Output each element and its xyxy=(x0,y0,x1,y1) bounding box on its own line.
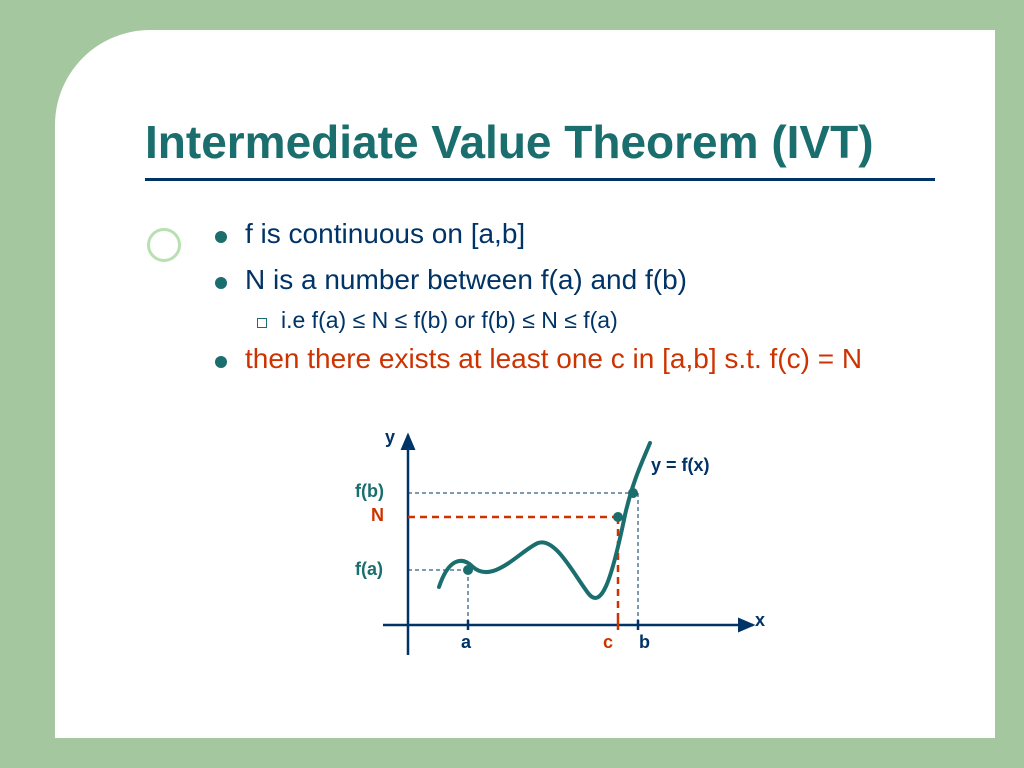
slide-card: Intermediate Value Theorem (IVT) f is co… xyxy=(55,30,995,738)
point-a xyxy=(463,565,473,575)
sub-bullet-text: i.e f(a) ≤ N ≤ f(b) or f(b) ≤ N ≤ f(a) xyxy=(281,307,618,334)
label-a: a xyxy=(461,632,471,653)
title-divider xyxy=(145,178,935,181)
list-item: f is continuous on [a,b] xyxy=(215,215,975,253)
bullet-text: N is a number between f(a) and f(b) xyxy=(245,261,687,299)
label-fx: y = f(x) xyxy=(651,455,710,476)
label-fa: f(a) xyxy=(355,559,383,580)
bullet-list: f is continuous on [a,b] N is a number b… xyxy=(215,215,975,385)
decorative-circle-icon xyxy=(147,228,181,262)
label-n: N xyxy=(371,505,384,526)
slide-title: Intermediate Value Theorem (IVT) xyxy=(145,115,874,169)
bullet-icon xyxy=(215,356,227,368)
point-c xyxy=(613,512,623,522)
label-c: c xyxy=(603,632,613,653)
list-item: then there exists at least one c in [a,b… xyxy=(215,340,975,378)
bullet-icon xyxy=(215,231,227,243)
label-b: b xyxy=(639,632,650,653)
bullet-text-conclusion: then there exists at least one c in [a,b… xyxy=(245,340,862,378)
label-y: y xyxy=(385,427,395,448)
list-item: N is a number between f(a) and f(b) xyxy=(215,261,975,299)
label-x: x xyxy=(755,610,765,631)
label-fb: f(b) xyxy=(355,481,384,502)
bullet-text: f is continuous on [a,b] xyxy=(245,215,525,253)
sub-bullet-icon xyxy=(257,318,267,328)
point-b xyxy=(628,488,638,498)
ivt-graph: y x f(b) N f(a) a c b y = f(x) xyxy=(343,425,763,715)
bullet-icon xyxy=(215,277,227,289)
sub-list-item: i.e f(a) ≤ N ≤ f(b) or f(b) ≤ N ≤ f(a) xyxy=(257,307,975,334)
